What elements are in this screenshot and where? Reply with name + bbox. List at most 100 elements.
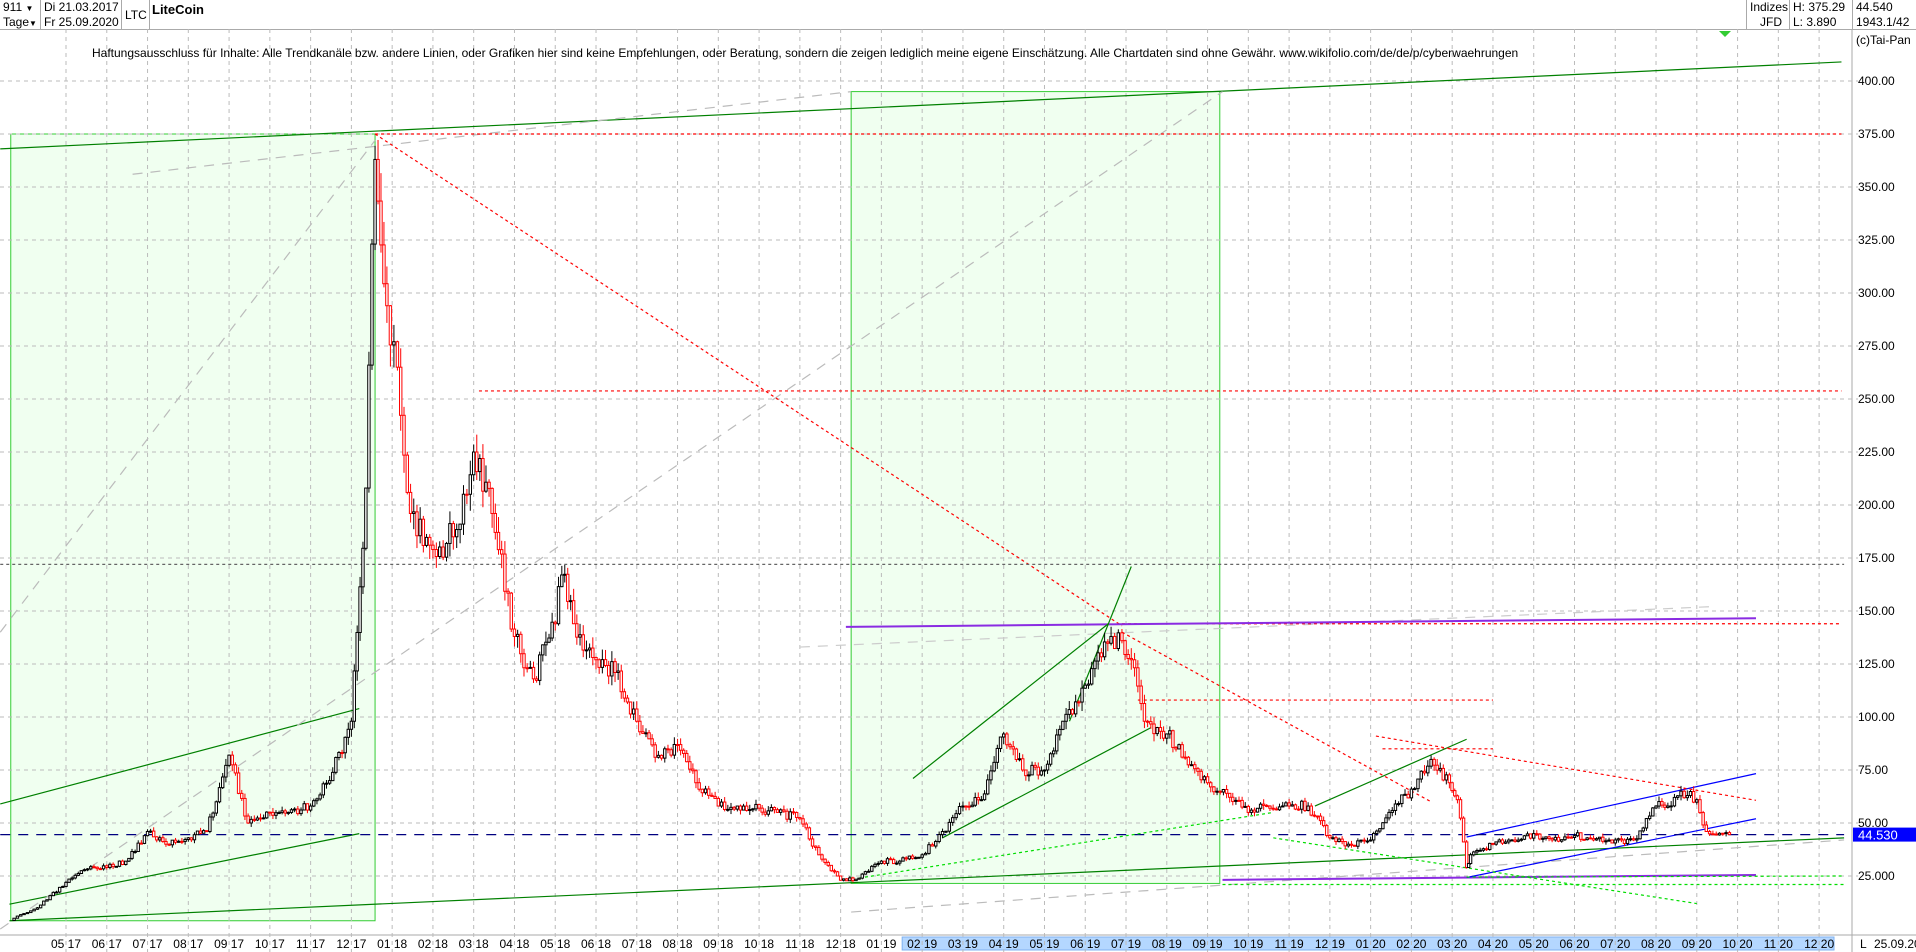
- trend-line: [0, 61, 1842, 150]
- candle: [280, 810, 284, 814]
- candle: [1547, 836, 1551, 840]
- date-tick-label: 04 18: [499, 937, 529, 951]
- candle: [1538, 833, 1542, 840]
- candle: [1255, 807, 1260, 813]
- candle: [1346, 843, 1350, 847]
- candle: [1688, 791, 1693, 797]
- candle: [1644, 818, 1649, 829]
- candle: [29, 910, 33, 914]
- candle: [732, 806, 736, 810]
- candle: [1340, 838, 1344, 843]
- date-tick-label: 03 20: [1437, 937, 1467, 951]
- candle: [1563, 836, 1567, 841]
- candle: [1027, 774, 1031, 777]
- candle: [208, 816, 212, 832]
- candle: [465, 493, 469, 496]
- candle: [373, 158, 377, 245]
- candle: [914, 857, 918, 860]
- candle: [600, 659, 605, 668]
- candle: [51, 891, 56, 897]
- candle: [1560, 839, 1564, 842]
- candle: [798, 816, 802, 820]
- candle: [1180, 744, 1184, 758]
- candle: [1450, 782, 1454, 792]
- candle: [876, 862, 880, 865]
- candle: [1419, 770, 1423, 780]
- candle: [1036, 766, 1040, 776]
- candle: [1513, 839, 1517, 842]
- candle: [1005, 733, 1009, 746]
- candle: [382, 244, 386, 285]
- candle: [441, 546, 445, 558]
- candle: [343, 736, 347, 754]
- candle: [716, 797, 721, 807]
- candle: [101, 865, 106, 870]
- start-date[interactable]: Di 21.03.2017: [44, 0, 119, 14]
- candle: [934, 840, 938, 847]
- candle: [1497, 839, 1501, 843]
- candle: [710, 794, 714, 797]
- candle: [155, 836, 159, 841]
- candle: [1077, 701, 1081, 704]
- candle: [292, 808, 297, 811]
- candle: [1202, 776, 1207, 781]
- candle: [519, 633, 523, 655]
- candle: [851, 877, 855, 882]
- candle: [117, 860, 122, 867]
- candle: [1685, 795, 1690, 799]
- candle: [1011, 746, 1015, 750]
- candle: [515, 633, 520, 637]
- candle: [553, 621, 557, 625]
- candle: [1519, 838, 1523, 841]
- candle: [233, 764, 238, 774]
- candle: [506, 590, 510, 594]
- candle: [722, 801, 727, 811]
- date-tick-label: 04 19: [989, 937, 1019, 951]
- candle: [641, 731, 645, 734]
- candle: [644, 732, 648, 735]
- candle: [1669, 805, 1673, 808]
- candle: [1426, 765, 1430, 774]
- candle: [1378, 828, 1382, 832]
- candle: [1466, 863, 1471, 869]
- dropdown-arrow-icon: ▼: [29, 19, 37, 28]
- date-tick-label: 04 20: [1478, 937, 1508, 951]
- candle: [591, 647, 595, 659]
- candle: [904, 857, 908, 860]
- trend-line: [1466, 773, 1757, 838]
- candle: [173, 839, 178, 843]
- candle: [1096, 652, 1100, 662]
- candle: [1472, 851, 1476, 856]
- candle: [340, 752, 344, 755]
- candle: [951, 817, 955, 823]
- candle: [496, 531, 501, 551]
- candle: [961, 805, 965, 808]
- period-dropdown[interactable]: Tage▼: [0, 15, 40, 29]
- candle: [308, 805, 313, 811]
- candle: [1196, 768, 1200, 772]
- candle: [1464, 841, 1469, 869]
- candle: [801, 818, 805, 825]
- candle: [1704, 824, 1709, 832]
- date-tick-label: 02 20: [1396, 937, 1426, 951]
- candle: [1149, 721, 1153, 725]
- candle: [451, 523, 456, 538]
- candle: [575, 623, 579, 638]
- candle: [1261, 803, 1266, 806]
- end-date[interactable]: Fr 25.09.2020: [44, 15, 119, 29]
- bars-count-dropdown[interactable]: 911 ▼: [0, 0, 40, 14]
- candle: [1109, 635, 1113, 644]
- candle: [1051, 750, 1056, 755]
- trend-line: [1314, 738, 1467, 807]
- candle: [1080, 687, 1084, 703]
- candle: [1721, 832, 1725, 835]
- price-tick-label: 200.00: [1858, 498, 1895, 512]
- candle: [402, 414, 406, 456]
- candle: [1224, 788, 1229, 794]
- candle: [95, 866, 99, 870]
- candle: [681, 749, 686, 754]
- candle: [622, 691, 627, 699]
- current-price-label: 44.530: [1858, 828, 1898, 843]
- candle: [1569, 836, 1573, 839]
